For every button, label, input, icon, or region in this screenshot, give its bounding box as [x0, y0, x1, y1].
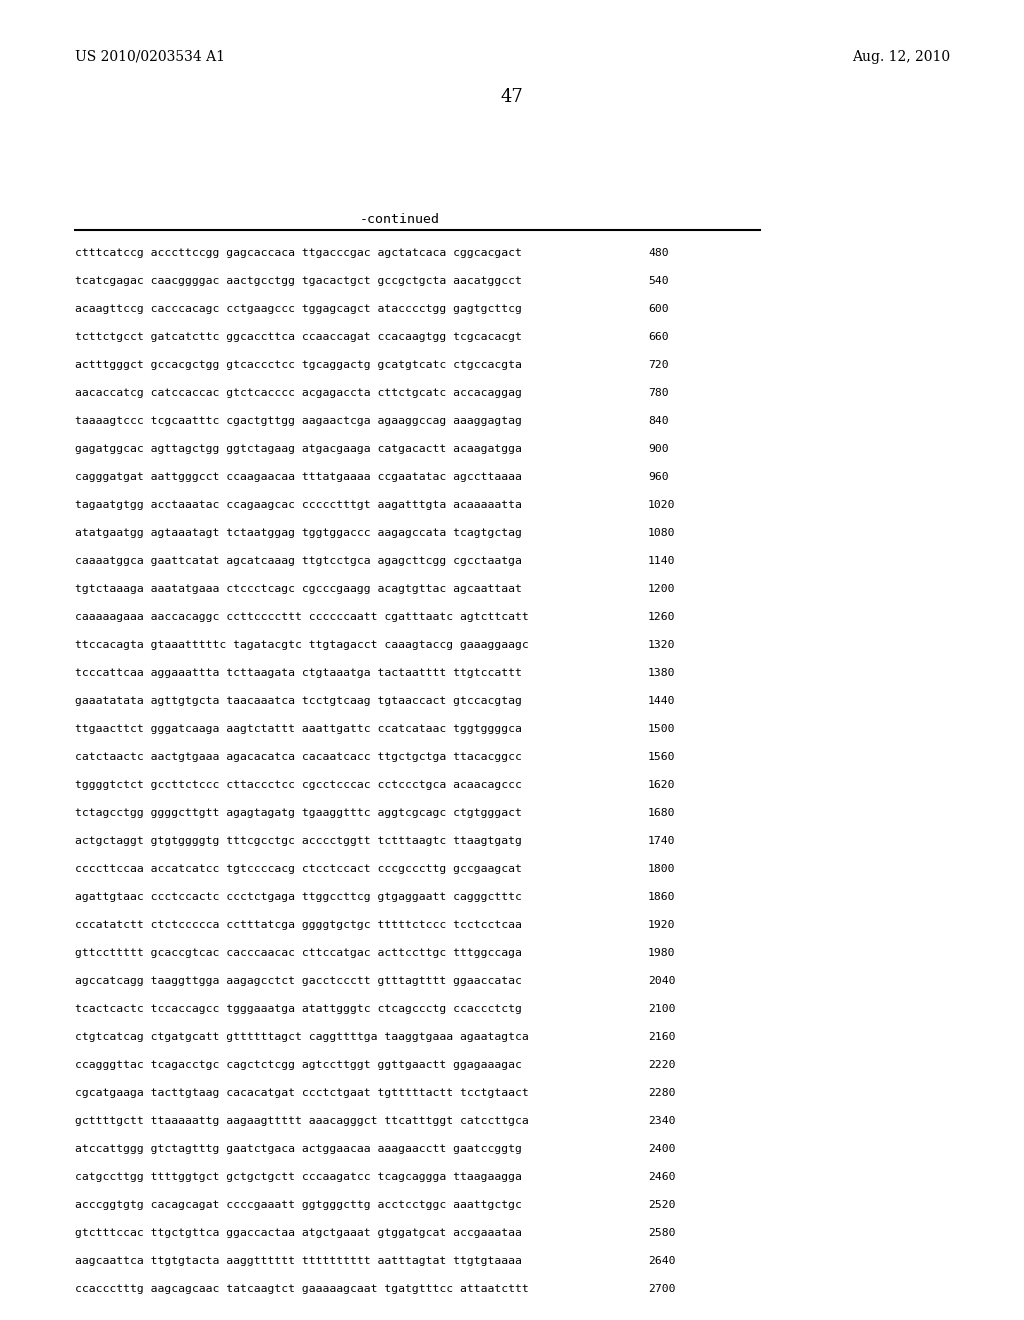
Text: ttccacagta gtaaatttttc tagatacgtc ttgtagacct caaagtaccg gaaaggaagc: ttccacagta gtaaatttttc tagatacgtc ttgtag… [75, 640, 528, 649]
Text: actttgggct gccacgctgg gtcaccctcc tgcaggactg gcatgtcatc ctgccacgta: actttgggct gccacgctgg gtcaccctcc tgcagga… [75, 360, 522, 370]
Text: 1200: 1200 [648, 583, 676, 594]
Text: 1440: 1440 [648, 696, 676, 706]
Text: 47: 47 [501, 88, 523, 106]
Text: catgccttgg ttttggtgct gctgctgctt cccaagatcc tcagcaggga ttaagaagga: catgccttgg ttttggtgct gctgctgctt cccaaga… [75, 1172, 522, 1181]
Text: tcatcgagac caacggggac aactgcctgg tgacactgct gccgctgcta aacatggcct: tcatcgagac caacggggac aactgcctgg tgacact… [75, 276, 522, 286]
Text: gagatggcac agttagctgg ggtctagaag atgacgaaga catgacactt acaagatgga: gagatggcac agttagctgg ggtctagaag atgacga… [75, 444, 522, 454]
Text: tagaatgtgg acctaaatac ccagaagcac ccccctttgt aagatttgta acaaaaatta: tagaatgtgg acctaaatac ccagaagcac ccccctt… [75, 500, 522, 510]
Text: tctagcctgg ggggcttgtt agagtagatg tgaaggtttc aggtcgcagc ctgtgggact: tctagcctgg ggggcttgtt agagtagatg tgaaggt… [75, 808, 522, 818]
Text: gtctttccac ttgctgttca ggaccactaa atgctgaaat gtggatgcat accgaaataa: gtctttccac ttgctgttca ggaccactaa atgctga… [75, 1228, 522, 1238]
Text: 1320: 1320 [648, 640, 676, 649]
Text: 1560: 1560 [648, 752, 676, 762]
Text: 2340: 2340 [648, 1115, 676, 1126]
Text: 480: 480 [648, 248, 669, 257]
Text: agccatcagg taaggttgga aagagcctct gacctccctt gtttagtttt ggaaccatac: agccatcagg taaggttgga aagagcctct gacctcc… [75, 975, 522, 986]
Text: 780: 780 [648, 388, 669, 399]
Text: gaaatatata agttgtgcta taacaaatca tcctgtcaag tgtaaccact gtccacgtag: gaaatatata agttgtgcta taacaaatca tcctgtc… [75, 696, 522, 706]
Text: ttgaacttct gggatcaaga aagtctattt aaattgattc ccatcataac tggtggggca: ttgaacttct gggatcaaga aagtctattt aaattga… [75, 723, 522, 734]
Text: caaaaagaaa aaccacaggc ccttccccttt ccccccaatt cgatttaatc agtcttcatt: caaaaagaaa aaccacaggc ccttccccttt cccccc… [75, 612, 528, 622]
Text: atatgaatgg agtaaatagt tctaatggag tggtggaccc aagagccata tcagtgctag: atatgaatgg agtaaatagt tctaatggag tggtgga… [75, 528, 522, 539]
Text: taaaagtccc tcgcaatttc cgactgttgg aagaactcga agaaggccag aaaggagtag: taaaagtccc tcgcaatttc cgactgttgg aagaact… [75, 416, 522, 426]
Text: catctaactc aactgtgaaa agacacatca cacaatcacc ttgctgctga ttacacggcc: catctaactc aactgtgaaa agacacatca cacaatc… [75, 752, 522, 762]
Text: 2460: 2460 [648, 1172, 676, 1181]
Text: 1500: 1500 [648, 723, 676, 734]
Text: aacaccatcg catccaccac gtctcacccc acgagaccta cttctgcatc accacaggag: aacaccatcg catccaccac gtctcacccc acgagac… [75, 388, 522, 399]
Text: 1260: 1260 [648, 612, 676, 622]
Text: 840: 840 [648, 416, 669, 426]
Text: 1020: 1020 [648, 500, 676, 510]
Text: tggggtctct gccttctccc cttaccctcc cgcctcccac cctccctgca acaacagccc: tggggtctct gccttctccc cttaccctcc cgcctcc… [75, 780, 522, 789]
Text: 900: 900 [648, 444, 669, 454]
Text: Aug. 12, 2010: Aug. 12, 2010 [852, 50, 950, 63]
Text: tcactcactc tccaccagcc tgggaaatga atattgggtc ctcagccctg ccaccctctg: tcactcactc tccaccagcc tgggaaatga atattgg… [75, 1005, 522, 1014]
Text: 1920: 1920 [648, 920, 676, 931]
Text: 2280: 2280 [648, 1088, 676, 1098]
Text: 2400: 2400 [648, 1144, 676, 1154]
Text: ccaccctttg aagcagcaac tatcaagtct gaaaaagcaat tgatgtttcc attaatcttt: ccaccctttg aagcagcaac tatcaagtct gaaaaag… [75, 1284, 528, 1294]
Text: 2100: 2100 [648, 1005, 676, 1014]
Text: 1740: 1740 [648, 836, 676, 846]
Text: 2220: 2220 [648, 1060, 676, 1071]
Text: 2640: 2640 [648, 1257, 676, 1266]
Text: 2580: 2580 [648, 1228, 676, 1238]
Text: ccccttccaa accatcatcc tgtccccacg ctcctccact cccgcccttg gccgaagcat: ccccttccaa accatcatcc tgtccccacg ctcctcc… [75, 865, 522, 874]
Text: atccattggg gtctagtttg gaatctgaca actggaacaa aaagaacctt gaatccggtg: atccattggg gtctagtttg gaatctgaca actggaa… [75, 1144, 522, 1154]
Text: caaaatggca gaattcatat agcatcaaag ttgtcctgca agagcttcgg cgcctaatga: caaaatggca gaattcatat agcatcaaag ttgtcct… [75, 556, 522, 566]
Text: 1620: 1620 [648, 780, 676, 789]
Text: 1380: 1380 [648, 668, 676, 678]
Text: gttccttttt gcaccgtcac cacccaacac cttccatgac acttccttgc tttggccaga: gttccttttt gcaccgtcac cacccaacac cttccat… [75, 948, 522, 958]
Text: cgcatgaaga tacttgtaag cacacatgat ccctctgaat tgtttttactt tcctgtaact: cgcatgaaga tacttgtaag cacacatgat ccctctg… [75, 1088, 528, 1098]
Text: 1980: 1980 [648, 948, 676, 958]
Text: 2160: 2160 [648, 1032, 676, 1041]
Text: 1140: 1140 [648, 556, 676, 566]
Text: acccggtgtg cacagcagat ccccgaaatt ggtgggcttg acctcctggc aaattgctgc: acccggtgtg cacagcagat ccccgaaatt ggtgggc… [75, 1200, 522, 1210]
Text: ctgtcatcag ctgatgcatt gttttttagct caggttttga taaggtgaaa agaatagtca: ctgtcatcag ctgatgcatt gttttttagct caggtt… [75, 1032, 528, 1041]
Text: tgtctaaaga aaatatgaaa ctccctcagc cgcccgaagg acagtgttac agcaattaat: tgtctaaaga aaatatgaaa ctccctcagc cgcccga… [75, 583, 522, 594]
Text: agattgtaac ccctccactc ccctctgaga ttggccttcg gtgaggaatt cagggctttc: agattgtaac ccctccactc ccctctgaga ttggcct… [75, 892, 522, 902]
Text: 660: 660 [648, 333, 669, 342]
Text: aagcaattca ttgtgtacta aaggtttttt tttttttttt aatttagtat ttgtgtaaaa: aagcaattca ttgtgtacta aaggtttttt ttttttt… [75, 1257, 522, 1266]
Text: 1860: 1860 [648, 892, 676, 902]
Text: tcttctgcct gatcatcttc ggcaccttca ccaaccagat ccacaagtgg tcgcacacgt: tcttctgcct gatcatcttc ggcaccttca ccaacca… [75, 333, 522, 342]
Text: 1680: 1680 [648, 808, 676, 818]
Text: 720: 720 [648, 360, 669, 370]
Text: 540: 540 [648, 276, 669, 286]
Text: -continued: -continued [360, 213, 440, 226]
Text: 2040: 2040 [648, 975, 676, 986]
Text: 1800: 1800 [648, 865, 676, 874]
Text: cccatatctt ctctccccca cctttatcga ggggtgctgc tttttctccc tcctcctcaa: cccatatctt ctctccccca cctttatcga ggggtgc… [75, 920, 522, 931]
Text: US 2010/0203534 A1: US 2010/0203534 A1 [75, 50, 225, 63]
Text: cagggatgat aattgggcct ccaagaacaa tttatgaaaa ccgaatatac agccttaaaa: cagggatgat aattgggcct ccaagaacaa tttatga… [75, 473, 522, 482]
Text: tcccattcaa aggaaattta tcttaagata ctgtaaatga tactaatttt ttgtccattt: tcccattcaa aggaaattta tcttaagata ctgtaaa… [75, 668, 522, 678]
Text: ctttcatccg acccttccgg gagcaccaca ttgacccgac agctatcaca cggcacgact: ctttcatccg acccttccgg gagcaccaca ttgaccc… [75, 248, 522, 257]
Text: acaagttccg cacccacagc cctgaagccc tggagcagct atacccctgg gagtgcttcg: acaagttccg cacccacagc cctgaagccc tggagca… [75, 304, 522, 314]
Text: ccagggttac tcagacctgc cagctctcgg agtccttggt ggttgaactt ggagaaagac: ccagggttac tcagacctgc cagctctcgg agtcctt… [75, 1060, 522, 1071]
Text: gcttttgctt ttaaaaattg aagaagttttt aaacagggct ttcatttggt catccttgca: gcttttgctt ttaaaaattg aagaagttttt aaacag… [75, 1115, 528, 1126]
Text: 960: 960 [648, 473, 669, 482]
Text: 600: 600 [648, 304, 669, 314]
Text: 2520: 2520 [648, 1200, 676, 1210]
Text: 2700: 2700 [648, 1284, 676, 1294]
Text: actgctaggt gtgtggggtg tttcgcctgc acccctggtt tctttaagtc ttaagtgatg: actgctaggt gtgtggggtg tttcgcctgc acccctg… [75, 836, 522, 846]
Text: 1080: 1080 [648, 528, 676, 539]
